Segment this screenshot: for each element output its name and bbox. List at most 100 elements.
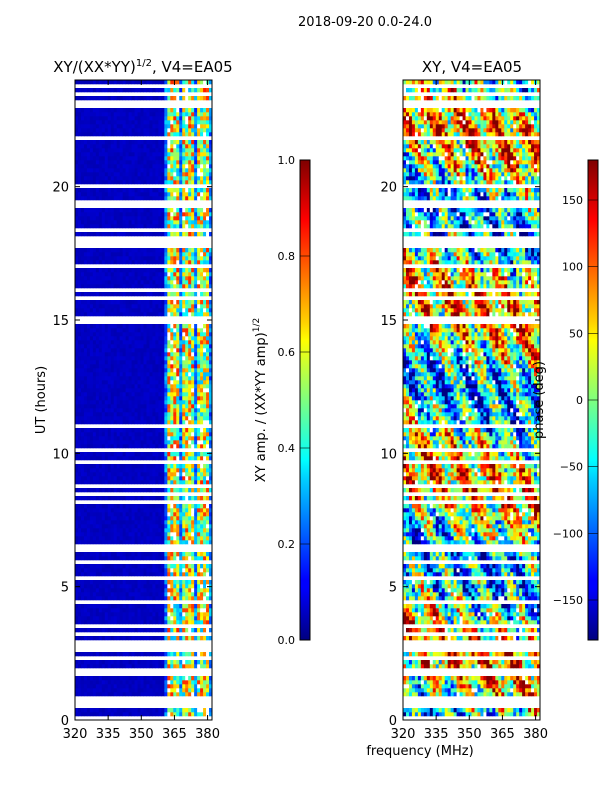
- heatmap-cell: [75, 400, 79, 405]
- heatmap-cell: [146, 348, 150, 353]
- heatmap-cell: [185, 368, 189, 373]
- heatmap-cell: [164, 472, 168, 477]
- heatmap-cell: [107, 580, 112, 585]
- heatmap-cell: [83, 596, 88, 601]
- heatmap-cell: [176, 616, 180, 621]
- heatmap-cell: [161, 276, 165, 281]
- heatmap-cell: [134, 660, 138, 665]
- heatmap-cell: [131, 324, 135, 329]
- heatmap-cell: [110, 464, 115, 469]
- heatmap-cell: [92, 508, 97, 513]
- heatmap-cell: [86, 248, 91, 253]
- heatmap-cell: [128, 152, 132, 157]
- heatmap-cell: [152, 220, 156, 225]
- heatmap-cell: [176, 360, 180, 365]
- heatmap-cell: [197, 580, 201, 585]
- heatmap-cell: [176, 300, 180, 305]
- heatmap-cell: [203, 432, 207, 437]
- heatmap-cell: [179, 676, 183, 681]
- heatmap-cell: [143, 568, 147, 573]
- heatmap-cell: [179, 680, 183, 685]
- heatmap-cell: [140, 404, 144, 409]
- heatmap-cell: [86, 392, 91, 397]
- heatmap-cell: [155, 248, 159, 253]
- heatmap-cell: [110, 496, 115, 501]
- heatmap-cell: [206, 304, 210, 309]
- heatmap-cell: [83, 396, 88, 401]
- heatmap-cell: [119, 172, 124, 177]
- heatmap-cell: [146, 324, 150, 329]
- heatmap-cell: [164, 464, 168, 469]
- heatmap-cell: [134, 604, 138, 609]
- heatmap-cell: [167, 564, 171, 569]
- heatmap-cell: [197, 608, 201, 613]
- heatmap-cell: [197, 280, 201, 285]
- heatmap-cell: [149, 468, 153, 473]
- heatmap-cell: [119, 708, 124, 713]
- heatmap-cell: [98, 404, 103, 409]
- heatmap-cell: [89, 404, 94, 409]
- heatmap-cell: [98, 308, 103, 313]
- heatmap-cell: [137, 360, 141, 365]
- heatmap-cell: [80, 432, 85, 437]
- heatmap-cell: [152, 256, 156, 261]
- heatmap-cell: [149, 580, 153, 585]
- heatmap-cell: [170, 340, 174, 345]
- heatmap-cell: [101, 504, 106, 509]
- heatmap-cell: [131, 344, 135, 349]
- heatmap-cell: [140, 564, 144, 569]
- heatmap-cell: [86, 472, 91, 477]
- heatmap-cell: [125, 408, 130, 413]
- heatmap-cell: [98, 440, 103, 445]
- heatmap-cell: [89, 332, 94, 337]
- heatmap-cell: [185, 472, 189, 477]
- heatmap-cell: [101, 688, 106, 693]
- heatmap-cell: [92, 408, 97, 413]
- heatmap-cell: [101, 176, 106, 181]
- heatmap-cell: [101, 532, 106, 537]
- heatmap-cell: [101, 628, 106, 633]
- heatmap-cell: [110, 652, 115, 657]
- heatmap-cell: [80, 312, 85, 317]
- heatmap-cell: [125, 664, 130, 669]
- heatmap-cell: [185, 588, 189, 593]
- heatmap-cell: [92, 520, 97, 525]
- heatmap-cell: [188, 400, 192, 405]
- heatmap-cell: [164, 156, 168, 161]
- heatmap-cell: [86, 552, 91, 557]
- heatmap-cell: [92, 340, 97, 345]
- heatmap-cell: [182, 260, 186, 265]
- heatmap-cell: [77, 520, 82, 525]
- heatmap-cell: [191, 404, 195, 409]
- heatmap-cell: [149, 252, 153, 257]
- heatmap-cell: [83, 680, 88, 685]
- heatmap-cell: [182, 660, 186, 665]
- heatmap-cell: [89, 564, 94, 569]
- heatmap-cell: [95, 388, 100, 393]
- heatmap-cell: [152, 444, 156, 449]
- heatmap-cell: [158, 596, 162, 601]
- heatmap-cell: [101, 456, 106, 461]
- heatmap-cell: [75, 528, 79, 533]
- heatmap-cell: [119, 340, 124, 345]
- heatmap-cell: [86, 712, 91, 717]
- heatmap-cell: [77, 220, 82, 225]
- heatmap-cell: [113, 280, 118, 285]
- heatmap-cell: [86, 536, 91, 541]
- heatmap-cell: [75, 336, 79, 341]
- heatmap-cell: [134, 680, 138, 685]
- heatmap-cell: [104, 404, 109, 409]
- heatmap-cell: [200, 388, 204, 393]
- heatmap-cell: [185, 568, 189, 573]
- heatmap-cell: [173, 212, 177, 217]
- heatmap-cell: [170, 516, 174, 521]
- heatmap-cell: [107, 260, 112, 265]
- heatmap-cell: [116, 192, 121, 197]
- heatmap-cell: [182, 708, 186, 713]
- heatmap-cell: [176, 584, 180, 589]
- heatmap-cell: [137, 192, 141, 197]
- heatmap-cell: [119, 452, 124, 457]
- heatmap-cell: [104, 680, 109, 685]
- heatmap-cell: [89, 276, 94, 281]
- heatmap-cell: [125, 164, 130, 169]
